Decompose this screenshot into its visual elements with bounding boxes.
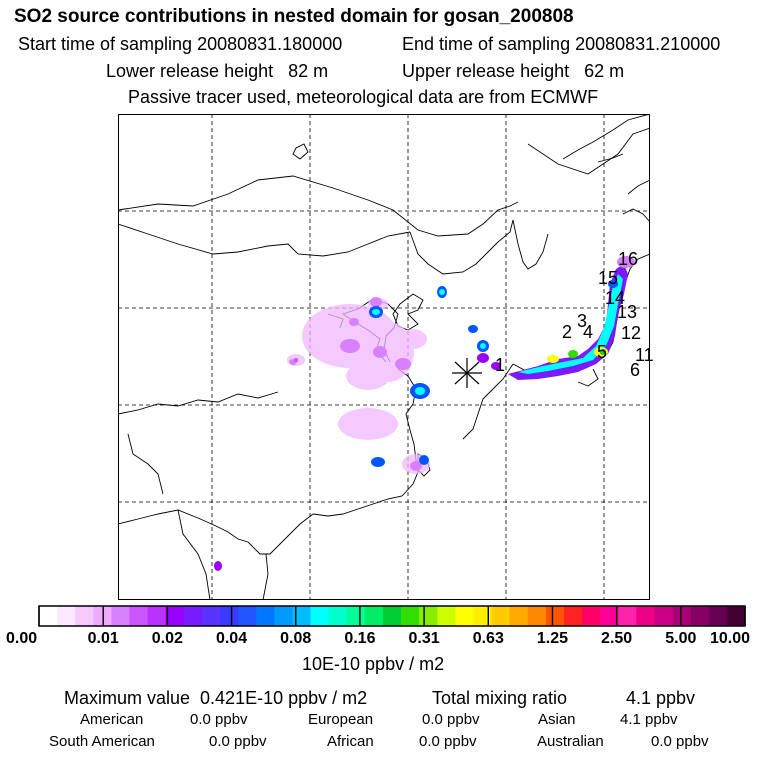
colorbar-swatch: [708, 606, 728, 626]
source-label-3: 3: [577, 311, 588, 331]
chart-title: SO2 source contributions in nested domai…: [14, 6, 574, 27]
colorbar-swatch: [491, 606, 511, 626]
colorbar-swatch: [527, 606, 547, 626]
colorbar-swatch: [256, 606, 275, 626]
colorbar-swatch: [509, 606, 529, 626]
lower-release-label: Lower release height 82 m: [106, 61, 329, 81]
colorbar-swatch: [654, 606, 674, 626]
region-name: South American: [49, 733, 155, 750]
colorbar-swatch: [600, 606, 619, 626]
source-label-16: 16: [618, 249, 639, 269]
colorbar-swatch: [165, 606, 185, 626]
colorbar-swatch: [201, 606, 221, 626]
end-time-label: End time of sampling 20080831.210000: [402, 34, 721, 54]
colorbar-swatch: [39, 606, 58, 626]
colorbar-swatch: [183, 606, 203, 626]
source-label-11: 11: [635, 345, 654, 365]
colorbar-swatch: [437, 606, 456, 626]
colorbar-swatch: [147, 606, 167, 626]
source-label-2: 2: [562, 322, 573, 342]
colorbar-tick-label: 10.00: [710, 630, 751, 647]
colorbar-swatch: [75, 606, 94, 626]
total-mixing-label: Total mixing ratio: [432, 688, 568, 708]
region-value: 4.1 ppbv: [620, 711, 678, 728]
colorbar-swatch: [310, 606, 330, 626]
total-mixing-value: 4.1 ppbv: [626, 688, 696, 708]
colorbar-tick-label: 0.08: [280, 630, 312, 647]
colorbar-unit-label: 10E-10 ppbv / m2: [302, 654, 445, 674]
colorbar-tick-label: 0.63: [472, 630, 504, 647]
upper-release-label: Upper release height 62 m: [402, 61, 625, 81]
colorbar-swatch: [346, 606, 366, 626]
map-plot: [118, 114, 650, 600]
colorbar-swatch: [419, 606, 438, 626]
source-label-4: 4: [583, 322, 594, 342]
colorbar-swatch: [238, 606, 257, 626]
region-value: 0.0 ppbv: [422, 711, 480, 728]
tracer-note: Passive tracer used, meteorological data…: [128, 87, 599, 107]
source-label-13: 13: [617, 302, 638, 322]
colorbar-tick-label: 0.04: [215, 630, 248, 647]
region-value: 0.0 ppbv: [190, 711, 248, 728]
colorbar-swatch: [618, 606, 637, 626]
colorbar-swatch: [690, 606, 710, 626]
colorbar-swatch: [636, 606, 655, 626]
colorbar-swatch: [57, 606, 76, 626]
colorbar-swatch: [473, 606, 493, 626]
source-label-6: 6: [630, 360, 641, 380]
colorbar-tick-label: 0.16: [344, 630, 376, 647]
colorbar-tick-label: 0.02: [151, 630, 183, 647]
colorbar-frame: [38, 605, 746, 627]
colorbar-tick-label: 1.25: [536, 630, 569, 647]
colorbar-swatch: [129, 606, 149, 626]
max-value-label: Maximum value 0.421E-10 ppbv / m2: [64, 688, 368, 708]
colorbar-swatch: [220, 606, 239, 626]
source-label-1: 1: [495, 355, 506, 375]
region-name: American: [80, 711, 144, 728]
source-label-5: 5: [597, 342, 608, 362]
colorbar-tick-label: 5.00: [665, 630, 697, 647]
region-value: 0.0 ppbv: [419, 733, 477, 750]
plume-field: [214, 256, 635, 571]
colorbar-tick-label: 0.01: [87, 630, 119, 647]
source-label-12: 12: [621, 323, 642, 343]
colorbar-tick-label: 0.31: [408, 630, 440, 647]
colorbar-swatch: [582, 606, 601, 626]
colorbar-swatch: [726, 606, 746, 626]
region-name: Asian: [538, 711, 576, 728]
colorbar-swatch: [328, 606, 348, 626]
colorbar-swatch: [672, 606, 692, 626]
source-label-15: 15: [598, 268, 619, 288]
colorbar-swatch: [401, 606, 420, 626]
region-name: European: [308, 711, 374, 728]
colorbar-swatch: [382, 606, 402, 626]
colorbar-swatch: [455, 606, 474, 626]
colorbar-swatch: [292, 606, 312, 626]
colorbar-tick-label: 0.00: [6, 630, 38, 647]
colorbar-swatch: [274, 606, 293, 626]
colorbar-swatch: [364, 606, 384, 626]
colorbar-tick-label: 2.50: [601, 630, 633, 647]
colorbar: [38, 605, 746, 627]
region-value: 0.0 ppbv: [209, 733, 267, 750]
receptor-marker: [452, 358, 482, 388]
region-name: Australian: [537, 733, 604, 750]
region-name: African: [327, 733, 374, 750]
colorbar-swatch: [111, 606, 131, 626]
region-value: 0.0 ppbv: [651, 733, 709, 750]
start-time-label: Start time of sampling 20080831.180000: [18, 34, 343, 54]
source-label-14: 14: [605, 288, 626, 308]
colorbar-swatch: [545, 606, 565, 626]
colorbar-swatch: [563, 606, 583, 626]
